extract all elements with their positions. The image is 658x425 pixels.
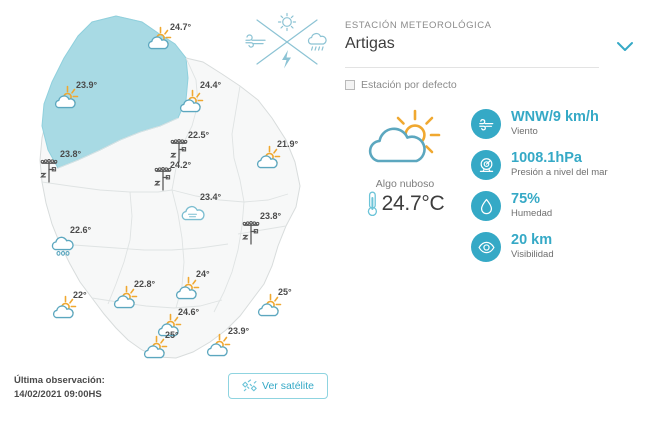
map-station[interactable]: 24.2° (154, 160, 192, 191)
satellite-icon (242, 378, 257, 391)
map-station[interactable]: 24.6° (157, 307, 200, 337)
metric-caption: Visibilidad (511, 249, 554, 260)
current-temperature: 24.7°C (347, 191, 463, 217)
svg-text:24.6°: 24.6° (178, 307, 200, 317)
map-station[interactable]: 22° (52, 290, 87, 319)
temperature-value: 24.7°C (381, 192, 445, 215)
map-station[interactable]: 23.8° (40, 149, 82, 183)
map-station[interactable]: 22.8° (113, 279, 156, 309)
station-markers: 24.7° 23.9° 23.8° 24.4° 22.5° 24.2° 21.9… (40, 22, 299, 359)
current-conditions: Algo nuboso 24.7°C (345, 109, 640, 262)
svg-text:25°: 25° (278, 287, 292, 297)
metric-value: 75% (511, 191, 541, 207)
uruguay-map[interactable]: 24.7° 23.9° 23.8° 24.4° 22.5° 24.2° 21.9… (0, 0, 330, 425)
metrics-list: WNW/9 km/h Viento (463, 109, 640, 262)
last-observation-label: Última observación: (14, 375, 105, 386)
svg-text:23.4°: 23.4° (200, 192, 222, 202)
svg-text:22.6°: 22.6° (70, 225, 92, 235)
metric-visibility: 20 km Visibilidad (471, 232, 640, 262)
default-station-label: Estación por defecto (361, 79, 457, 91)
svg-text:22.8°: 22.8° (134, 279, 156, 289)
map-panel: 24.7° 23.9° 23.8° 24.4° 22.5° 24.2° 21.9… (0, 0, 330, 425)
current-condition-block: Algo nuboso 24.7°C (345, 109, 463, 262)
last-observation: Última observación: 14/02/2021 09:00HS (14, 374, 105, 402)
lightning-bolt-icon (282, 50, 291, 69)
view-satellite-button[interactable]: Ver satélite (228, 373, 328, 399)
map-station[interactable]: 25° (257, 287, 292, 317)
chevron-down-icon[interactable] (610, 35, 640, 57)
divider (345, 67, 599, 68)
svg-text:25°: 25° (165, 330, 179, 340)
weather-brand-logo (245, 12, 327, 69)
droplet-icon (471, 191, 501, 221)
map-station[interactable]: 24° (175, 269, 210, 300)
checkbox-icon[interactable] (345, 80, 355, 90)
metric-caption: Presión a nivel del mar (511, 167, 608, 178)
svg-text:23.8°: 23.8° (260, 211, 282, 221)
station-name: Artigas (345, 35, 395, 52)
wind-icon (245, 34, 266, 48)
metric-wind: WNW/9 km/h Viento (471, 109, 640, 139)
sun-icon (277, 12, 297, 32)
rain-cloud-icon (307, 32, 327, 51)
svg-text:22°: 22° (73, 290, 87, 300)
map-station[interactable]: 23.9° (206, 326, 250, 357)
map-station[interactable]: 21.9° (256, 139, 299, 169)
map-station[interactable]: 22.6° (51, 225, 92, 256)
metric-humidity: 75% Humedad (471, 191, 640, 221)
sun-cloud-icon (368, 109, 441, 163)
map-station[interactable]: 24.7° (147, 22, 192, 50)
map-station[interactable]: 23.9° (54, 80, 98, 109)
barometer-icon (471, 150, 501, 180)
station-selector[interactable]: Artigas (345, 35, 640, 57)
map-station[interactable]: 24.4° (179, 80, 222, 113)
thermometer-icon (367, 191, 377, 217)
station-kicker: ESTACIÓN METEOROLÓGICA (345, 20, 492, 31)
station-info-panel: ESTACIÓN METEOROLÓGICA Artigas Estación … (330, 0, 658, 425)
svg-text:23.9°: 23.9° (228, 326, 250, 336)
svg-text:23.9°: 23.9° (76, 80, 98, 90)
metric-value: WNW/9 km/h (511, 109, 599, 125)
metric-value: 1008.1hPa (511, 150, 582, 166)
svg-text:24.2°: 24.2° (170, 160, 192, 170)
map-station[interactable]: 23.4° (181, 192, 222, 221)
default-station-checkbox[interactable]: Estación por defecto (345, 79, 640, 91)
svg-text:24.4°: 24.4° (200, 80, 222, 90)
svg-text:24°: 24° (196, 269, 210, 279)
svg-text:23.8°: 23.8° (60, 149, 82, 159)
wind-icon (471, 109, 501, 139)
map-station[interactable]: 23.8° (242, 211, 282, 245)
last-observation-time: 14/02/2021 09:00HS (14, 389, 102, 400)
metric-pressure: 1008.1hPa Presión a nivel del mar (471, 150, 640, 180)
map-departments (39, 15, 301, 359)
svg-text:22.5°: 22.5° (188, 130, 210, 140)
eye-icon (471, 232, 501, 262)
metric-value: 20 km (511, 232, 553, 248)
map-station[interactable]: 25° (143, 330, 179, 359)
condition-text: Algo nuboso (375, 178, 435, 190)
metric-caption: Viento (511, 126, 538, 137)
metric-caption: Humedad (511, 208, 553, 219)
view-satellite-label: Ver satélite (262, 380, 314, 392)
map-station[interactable]: 22.5° (170, 130, 210, 163)
svg-text:21.9°: 21.9° (277, 139, 299, 149)
svg-text:24.7°: 24.7° (170, 22, 192, 32)
